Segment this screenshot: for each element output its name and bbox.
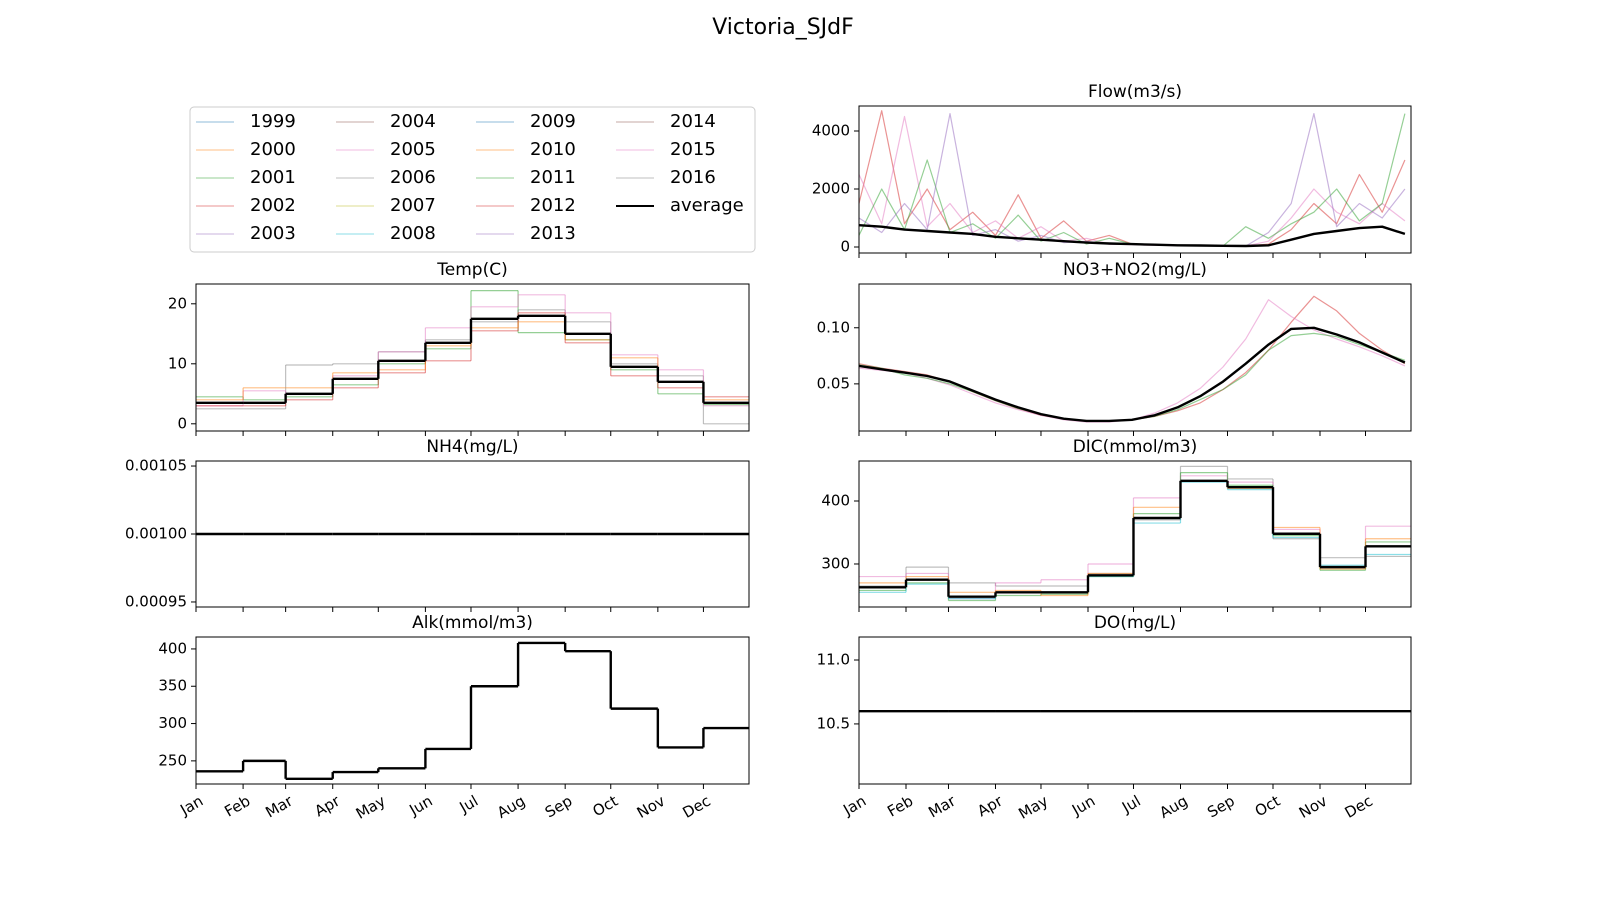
series-line — [859, 113, 1406, 247]
legend-label: 2007 — [390, 195, 436, 216]
legend-label: 2006 — [390, 167, 436, 188]
x-tick-label: Oct — [1252, 792, 1284, 821]
x-tick-label: Feb — [884, 792, 916, 821]
x-tick-label: Nov — [1296, 792, 1330, 822]
series-line — [859, 326, 1406, 423]
legend-label: average — [670, 195, 744, 216]
y-tick-label: 350 — [158, 677, 187, 695]
series-line — [859, 224, 1406, 248]
panel-title: Temp(C) — [436, 260, 507, 280]
x-tick-label: Jun — [405, 792, 435, 820]
y-tick-label: 0.00100 — [125, 525, 187, 543]
plot-area — [196, 641, 749, 780]
legend-label: 2001 — [250, 167, 296, 188]
axes-frame — [858, 283, 1412, 432]
figure-title: Victoria_SJdF — [712, 15, 854, 40]
series-line — [859, 295, 1406, 422]
x-tick-label: Oct — [590, 792, 622, 821]
y-tick-label: 250 — [158, 751, 187, 769]
x-tick-label: Aug — [1156, 792, 1190, 822]
legend-label: 2015 — [670, 139, 716, 160]
axes-frame — [858, 636, 1412, 785]
y-tick-label: 0 — [840, 237, 850, 255]
plot-area — [859, 295, 1406, 423]
y-tick-label: 10 — [168, 354, 187, 372]
y-tick-label: 300 — [158, 714, 187, 732]
y-tick-label: 0.00105 — [125, 457, 187, 475]
series-line — [859, 115, 1406, 247]
y-tick-label: 11.0 — [817, 651, 850, 669]
x-tick-label: Jul — [1118, 792, 1144, 817]
y-tick-label: 20 — [168, 294, 187, 312]
legend-label: 2009 — [530, 111, 576, 132]
axes-frame — [858, 460, 1412, 608]
panel-title: DIC(mmol/m3) — [1073, 437, 1198, 457]
x-tick-label: Jan — [176, 792, 206, 820]
y-tick-label: 4000 — [812, 121, 850, 139]
x-tick-label: Apr — [974, 791, 1006, 820]
series-line — [859, 113, 1406, 247]
y-tick-label: 300 — [821, 554, 850, 572]
x-tick-label: Dec — [680, 792, 714, 822]
y-tick-label: 0.00095 — [125, 592, 187, 610]
series-line — [859, 332, 1406, 422]
y-tick-label: 400 — [158, 639, 187, 657]
legend-label: 2005 — [390, 139, 436, 160]
legend-label: 2008 — [390, 223, 436, 244]
x-tick-label: Jun — [1068, 792, 1098, 820]
axes-frame — [195, 636, 750, 785]
x-tick-label: Mar — [262, 791, 296, 821]
x-tick-label: Nov — [634, 792, 668, 822]
legend-label: 2004 — [390, 111, 436, 132]
panel-title: Flow(m3/s) — [1088, 82, 1182, 102]
x-tick-label: Jul — [456, 792, 482, 817]
legend-box — [189, 106, 756, 253]
panel-title: DO(mg/L) — [1094, 613, 1176, 633]
x-tick-label: Dec — [1342, 792, 1376, 822]
x-tick-label: May — [1015, 792, 1051, 823]
legend-label: 2002 — [250, 195, 296, 216]
y-tick-label: 0.05 — [817, 374, 850, 392]
plot-area — [859, 110, 1406, 248]
legend-label: 2014 — [670, 111, 716, 132]
y-tick-label: 0 — [177, 414, 187, 432]
legend-label: 2003 — [250, 223, 296, 244]
panel-title: NH4(mg/L) — [426, 437, 518, 457]
legend-label: 1999 — [250, 111, 296, 132]
panel-title: Alk(mmol/m3) — [412, 613, 533, 633]
y-tick-label: 0.10 — [817, 318, 850, 336]
x-tick-label: Sep — [1204, 792, 1237, 822]
legend-label: 2013 — [530, 223, 576, 244]
legend-label: 2012 — [530, 195, 576, 216]
legend-label: 2010 — [530, 139, 576, 160]
panel-title: NO3+NO2(mg/L) — [1063, 260, 1207, 280]
y-tick-label: 2000 — [812, 179, 850, 197]
plot-area — [859, 465, 1411, 602]
plot-area — [196, 290, 749, 425]
x-tick-label: Feb — [221, 792, 253, 821]
legend-label: 2011 — [530, 167, 576, 188]
x-tick-label: Mar — [925, 791, 959, 821]
x-tick-label: May — [353, 792, 389, 823]
y-tick-label: 400 — [821, 491, 850, 509]
series-line — [859, 299, 1406, 423]
x-tick-label: Jan — [839, 792, 869, 820]
y-tick-label: 10.5 — [817, 714, 850, 732]
series-line — [859, 110, 1406, 247]
x-tick-label: Sep — [542, 792, 575, 822]
x-tick-label: Aug — [494, 792, 528, 822]
legend-label: 2000 — [250, 139, 296, 160]
legend-label: 2016 — [670, 167, 716, 188]
x-tick-label: Apr — [312, 791, 344, 820]
axes-frame — [858, 105, 1412, 254]
axes-frame — [195, 283, 750, 432]
